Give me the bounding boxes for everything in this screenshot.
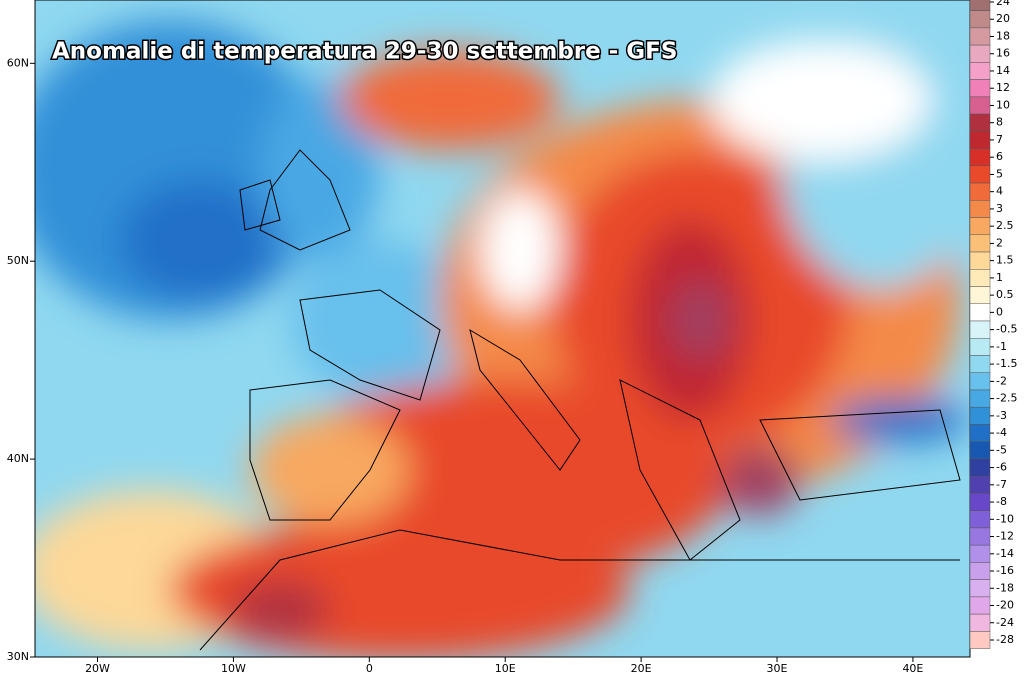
- colorbar-label: 7: [996, 133, 1003, 146]
- colorbar-label: -4: [996, 426, 1007, 439]
- colorbar-label: -18: [996, 581, 1014, 594]
- temperature-field: [35, 0, 970, 657]
- colorbar-label: 18: [996, 29, 1010, 42]
- colorbar-swatch: [969, 613, 991, 632]
- colorbar-label: -2.5: [996, 392, 1017, 405]
- colorbar-label: 10: [996, 98, 1010, 111]
- colorbar-swatch: [969, 148, 991, 167]
- x-tick-label: 10W: [221, 662, 246, 675]
- colorbar-label: 16: [996, 47, 1010, 60]
- colorbar-label: 6: [996, 150, 1003, 163]
- colorbar-swatch: [969, 424, 991, 442]
- colorbar-swatch: [969, 286, 991, 305]
- colorbar-label: -8: [996, 495, 1007, 508]
- colorbar-label: -1: [996, 340, 1007, 353]
- colorbar-label: 2.5: [996, 219, 1014, 232]
- colorbar-label: 24: [996, 0, 1010, 8]
- y-tick-label: 60N: [7, 56, 29, 69]
- colorbar-label: -2: [996, 374, 1007, 387]
- colorbar-label: -14: [996, 547, 1014, 560]
- colorbar-swatch: [969, 458, 991, 477]
- x-tick-label: 0: [366, 662, 373, 675]
- colorbar-swatch: [969, 165, 991, 184]
- x-tick-label: 30E: [767, 662, 788, 675]
- colorbar-swatch: [969, 131, 991, 149]
- colorbar-label: 4: [996, 185, 1003, 198]
- colorbar-label: -24: [996, 616, 1014, 629]
- y-tick-label: 30N: [7, 650, 29, 663]
- colorbar-swatch: [969, 0, 991, 11]
- y-tick-label: 50N: [7, 254, 29, 267]
- colorbar-label: 5: [996, 167, 1003, 180]
- colorbar-swatch: [969, 544, 991, 563]
- colorbar-swatch: [969, 182, 991, 201]
- colorbar-label: -1.5: [996, 357, 1017, 370]
- colorbar-swatch: [969, 562, 991, 580]
- colorbar-swatch: [969, 10, 991, 29]
- colorbar-label: 12: [996, 81, 1010, 94]
- colorbar-label: -16: [996, 564, 1014, 577]
- colorbar-label: -7: [996, 478, 1007, 491]
- colorbar-swatch: [969, 493, 991, 511]
- colorbar-label: -0.5: [996, 323, 1017, 336]
- colorbar-swatch: [969, 27, 991, 46]
- x-tick-label: 20E: [631, 662, 652, 675]
- colorbar-swatch: [969, 303, 991, 322]
- colorbar-swatch: [969, 510, 991, 529]
- colorbar-swatch: [969, 631, 991, 649]
- map-title: Anomalie di temperatura 29-30 settembre …: [52, 39, 677, 65]
- colorbar-label: 0.5: [996, 288, 1014, 301]
- colorbar-label: -20: [996, 599, 1014, 612]
- colorbar-swatch: [969, 596, 991, 615]
- colorbar-label: 14: [996, 64, 1010, 77]
- colorbar-swatch: [969, 269, 991, 287]
- colorbar-swatch: [969, 475, 991, 494]
- colorbar-label: 1.5: [996, 254, 1014, 267]
- colorbar-swatch: [969, 200, 991, 218]
- y-tick-label: 40N: [7, 452, 29, 465]
- colorbar-label: 8: [996, 116, 1003, 129]
- colorbar-swatch: [969, 320, 991, 339]
- colorbar-label: -6: [996, 461, 1007, 474]
- colorbar-swatch: [969, 113, 991, 132]
- colorbar-label: -10: [996, 512, 1014, 525]
- colorbar-swatch: [969, 579, 991, 598]
- colorbar-swatch: [969, 217, 991, 236]
- colorbar-label: 20: [996, 12, 1010, 25]
- x-tick-label: 20W: [85, 662, 110, 675]
- colorbar-label: -3: [996, 409, 1007, 422]
- colorbar-swatch: [969, 79, 991, 98]
- colorbar-label: -5: [996, 443, 1007, 456]
- colorbar-label: 1: [996, 271, 1003, 284]
- colorbar-label: -12: [996, 530, 1014, 543]
- x-tick-label: 40E: [902, 662, 923, 675]
- colorbar-swatch: [969, 234, 991, 253]
- colorbar-swatch: [969, 337, 991, 356]
- x-tick-label: 10E: [495, 662, 516, 675]
- colorbar-label: 2: [996, 236, 1003, 249]
- colorbar-label: 3: [996, 202, 1003, 215]
- colorbar-swatch: [969, 527, 991, 546]
- colorbar-swatch: [969, 355, 991, 373]
- colorbar-swatch: [969, 441, 991, 460]
- colorbar-label: -28: [996, 633, 1014, 646]
- colorbar-swatch: [969, 44, 991, 63]
- colorbar-swatch: [969, 96, 991, 115]
- colorbar-swatch: [969, 62, 991, 80]
- colorbar-swatch: [969, 372, 991, 391]
- colorbar-swatch: [969, 406, 991, 425]
- colorbar-swatch: [969, 251, 991, 270]
- colorbar-label: 0: [996, 305, 1003, 318]
- colorbar-swatch: [969, 389, 991, 408]
